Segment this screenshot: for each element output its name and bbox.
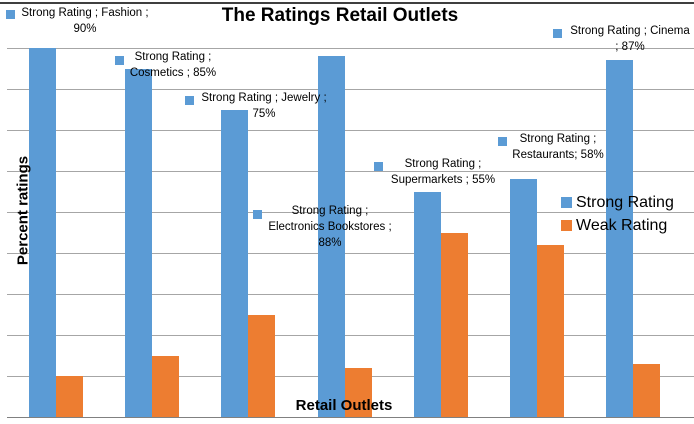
bar-strong-rating-electronics-bookstores[interactable] [317, 56, 345, 417]
legend: Strong Rating Weak Rating [561, 191, 674, 237]
bar-weak-rating-supermarkets[interactable] [440, 232, 468, 417]
point-label-key-icon-restaurants [498, 137, 507, 146]
legend-key-weak-rating-icon [561, 220, 572, 231]
gridline-80 [7, 89, 694, 90]
legend-label-weak-rating: Weak Rating [576, 216, 668, 234]
point-label-electronics-bookstores: Strong Rating ; Electronics Bookstores ; 8… [268, 205, 392, 249]
point-label-fashion: Strong Rating ; Fashion ; 90% [21, 7, 149, 35]
legend-entry-strong-rating[interactable]: Strong Rating [561, 191, 674, 214]
point-label-key-icon-fashion [6, 10, 15, 19]
point-label-key-icon-supermarkets [374, 162, 383, 171]
y-axis-label: Percent ratings [14, 155, 32, 266]
gridline-20 [7, 335, 694, 336]
gridline-40 [7, 253, 694, 254]
bar-weak-rating-fashion[interactable] [56, 376, 83, 417]
point-label-key-icon-jewelry [185, 96, 194, 105]
bar-weak-rating-electronics-bookstores[interactable] [344, 367, 372, 417]
gridline-50 [7, 212, 694, 213]
point-label-cosmetics: Strong Rating ; Cosmetics ; 85% [129, 51, 217, 79]
gridline-30 [7, 294, 694, 295]
x-axis-line [7, 417, 694, 418]
bar-strong-rating-fashion[interactable] [29, 48, 56, 417]
gridline-60 [7, 171, 694, 172]
point-label-cinema: Strong Rating ; Cinema; 87% [570, 25, 690, 53]
bar-weak-rating-jewelry[interactable] [248, 314, 276, 417]
bar-strong-rating-jewelry[interactable] [221, 109, 249, 417]
point-label-key-icon-electronics-bookstores [253, 210, 262, 219]
chart-top-border [0, 2, 694, 4]
bar-strong-rating-cosmetics[interactable] [125, 68, 153, 417]
bar-strong-rating-restaurants[interactable] [510, 179, 537, 417]
bar-strong-rating-cinema[interactable] [606, 60, 634, 417]
gridline-90 [7, 48, 694, 49]
gridline-70 [7, 130, 694, 131]
chart-title: The Ratings Retail Outlets [221, 5, 459, 26]
bar-weak-rating-cinema[interactable] [633, 363, 661, 417]
bar-weak-rating-cosmetics[interactable] [152, 355, 180, 417]
point-label-key-icon-cinema [553, 29, 562, 38]
legend-key-strong-rating-icon [561, 197, 572, 208]
point-label-jewelry: Strong Rating ; Jewelry ; 75% [201, 92, 327, 120]
legend-entry-weak-rating[interactable]: Weak Rating [561, 214, 674, 237]
point-label-key-icon-cosmetics [115, 56, 124, 65]
bar-strong-rating-supermarkets[interactable] [413, 191, 441, 417]
x-axis-label: Retail Outlets [295, 397, 393, 414]
point-label-restaurants: Strong Rating ; Restaurants; 58% [512, 133, 604, 161]
legend-label-strong-rating: Strong Rating [576, 193, 674, 211]
bar-weak-rating-restaurants[interactable] [537, 244, 564, 417]
point-label-supermarkets: Strong Rating ; Supermarkets ; 55% [390, 158, 496, 186]
